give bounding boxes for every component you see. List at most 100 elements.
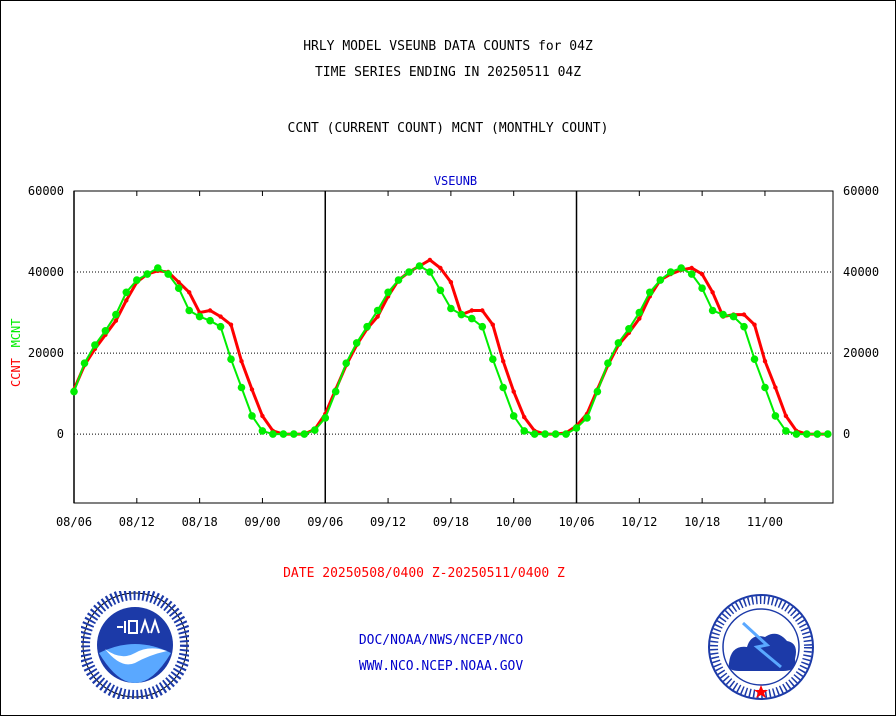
data-point-ccnt (249, 387, 255, 392)
data-point-mcnt (91, 341, 99, 349)
data-point-mcnt (740, 322, 748, 331)
y-tick-label-left: 60000 (28, 184, 64, 198)
data-point-mcnt (635, 308, 644, 317)
data-point-ccnt (762, 359, 768, 364)
data-point-mcnt (394, 276, 403, 284)
y-tick-label-left: 20000 (28, 346, 64, 360)
data-point-mcnt (300, 430, 309, 438)
data-point-ccnt (228, 322, 234, 327)
data-point-mcnt (572, 424, 581, 432)
data-point-ccnt (239, 359, 244, 364)
data-point-mcnt (551, 430, 560, 438)
data-point-mcnt (509, 412, 518, 420)
data-point-mcnt (331, 387, 340, 396)
data-point-mcnt (792, 430, 801, 438)
data-point-ccnt (124, 298, 129, 303)
data-point-ccnt (448, 280, 454, 285)
url-link[interactable]: WWW.NCO.NCEP.NOAA.GOV (358, 659, 524, 674)
data-point-mcnt (216, 322, 225, 331)
data-point-mcnt (290, 430, 298, 438)
data-point-ccnt (511, 389, 516, 394)
data-point-ccnt (469, 308, 474, 313)
data-point-mcnt (468, 314, 476, 323)
data-point-mcnt (677, 264, 685, 272)
data-point-mcnt (436, 286, 445, 295)
data-point-mcnt (154, 264, 162, 272)
data-point-mcnt (279, 430, 288, 438)
x-tick-label: 09/00 (244, 515, 280, 529)
data-point-mcnt (520, 427, 528, 435)
data-point-mcnt (405, 268, 413, 276)
data-point-mcnt (666, 268, 675, 276)
data-point-mcnt (750, 355, 759, 364)
y-tick-label-right: 40000 (843, 265, 879, 279)
data-point-mcnt (384, 288, 392, 297)
data-point-mcnt (761, 383, 769, 392)
data-point-ccnt (427, 257, 433, 263)
national-weather-service-logo (708, 594, 814, 700)
data-point-mcnt (499, 383, 508, 392)
data-point-mcnt (112, 310, 120, 319)
data-point-ccnt (783, 413, 789, 419)
data-point-mcnt (457, 310, 466, 319)
data-point-ccnt (187, 290, 192, 295)
data-point-mcnt (583, 414, 591, 422)
x-tick-label: 09/06 (307, 515, 343, 529)
data-point-ccnt (522, 414, 527, 420)
y-tick-label-right: 20000 (843, 346, 879, 360)
chart-header-line3: CCNT (CURRENT COUNT) MCNT (MONTHLY COUNT… (287, 121, 609, 136)
data-point-ccnt (218, 314, 223, 319)
data-point-ccnt (752, 322, 757, 327)
noaa-logo: noaa-logo (81, 591, 189, 699)
x-tick-label: 10/18 (684, 515, 720, 529)
data-point-mcnt (80, 359, 89, 368)
chart-title: VSEUNB (434, 174, 477, 188)
data-point-mcnt (70, 387, 78, 396)
data-point-mcnt (143, 270, 152, 278)
y-axis-series-label: MCNT (9, 318, 23, 347)
data-point-mcnt (101, 327, 110, 335)
x-tick-label: 08/18 (182, 515, 218, 529)
data-point-ccnt (375, 314, 380, 319)
data-point-mcnt (803, 430, 811, 438)
data-point-mcnt (373, 306, 382, 315)
chart: 0 0 20000 20000 40000 40000 60000 60000 08/06 08/… (9, 174, 879, 529)
data-point-ccnt (741, 312, 747, 317)
x-tick-label: 10/06 (558, 515, 594, 529)
data-point-mcnt (489, 355, 497, 364)
x-tick-label: 11/00 (747, 515, 783, 529)
data-point-mcnt (185, 306, 193, 315)
data-point-ccnt (113, 318, 119, 323)
y-tick-label-right: 0 (843, 427, 850, 441)
data-point-mcnt (729, 312, 738, 321)
x-tick-label: 10/00 (496, 515, 532, 529)
data-point-mcnt (708, 306, 717, 315)
data-point-mcnt (656, 276, 665, 284)
data-point-ccnt (773, 385, 778, 390)
chart-header-line2: TIME SERIES ENDING IN 20250511 04Z (314, 65, 582, 80)
data-point-mcnt (478, 322, 487, 331)
y-axis-series-label: CCNT (9, 358, 23, 387)
data-point-mcnt (530, 430, 539, 438)
plot-frame (73, 190, 834, 504)
data-point-ccnt (438, 265, 443, 271)
x-tick-label: 08/06 (56, 515, 92, 529)
date-range: DATE 20250508/0400 Z-20250511/0400 Z (283, 566, 565, 581)
data-point-mcnt (771, 412, 780, 420)
data-point-mcnt (342, 359, 351, 368)
series-line-ccnt (72, 258, 828, 436)
data-point-mcnt (426, 268, 434, 276)
data-point-mcnt (237, 383, 246, 392)
data-point-mcnt (269, 430, 277, 438)
y-tick-label-left: 40000 (28, 265, 64, 279)
data-point-mcnt (625, 325, 633, 333)
data-point-mcnt (352, 339, 361, 347)
data-point-mcnt (415, 262, 424, 270)
x-tick-label: 08/12 (119, 515, 155, 529)
data-point-ccnt (207, 308, 213, 313)
data-point-mcnt (227, 355, 235, 364)
data-point-mcnt (698, 284, 706, 293)
data-point-mcnt (646, 288, 654, 297)
data-point-mcnt (321, 414, 330, 422)
